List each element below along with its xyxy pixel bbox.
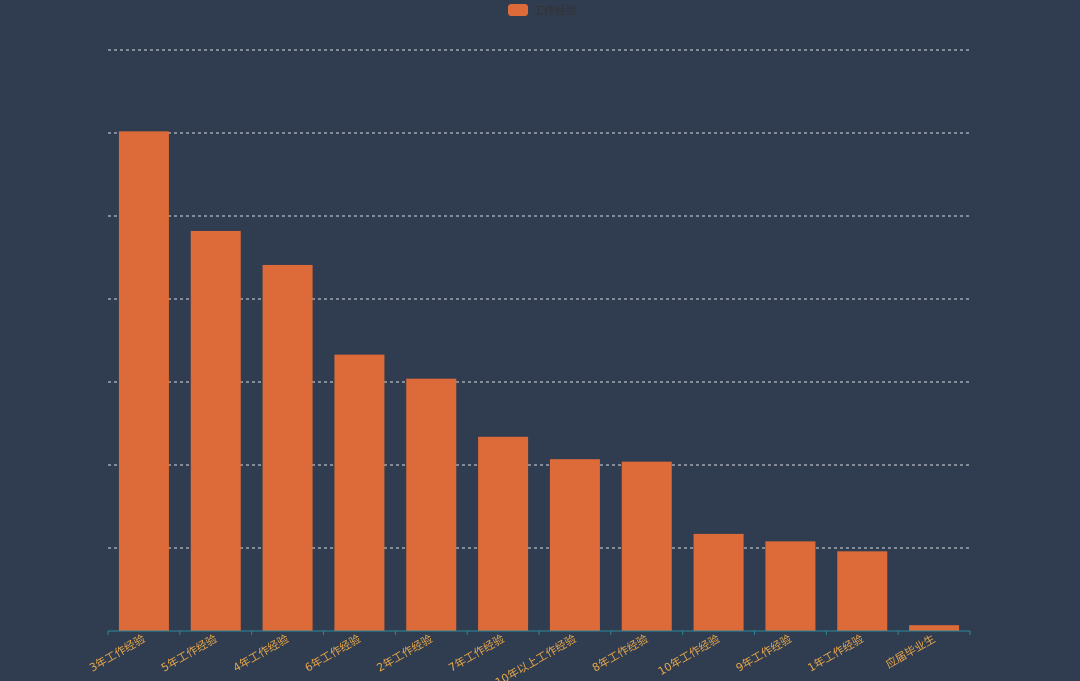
bar[interactable]: [549, 459, 600, 631]
bar[interactable]: [118, 131, 169, 631]
bar[interactable]: [334, 354, 385, 631]
bar[interactable]: [406, 378, 457, 631]
bar[interactable]: [765, 541, 816, 631]
bar[interactable]: [621, 461, 672, 631]
legend-swatch[interactable]: [508, 4, 528, 16]
bar[interactable]: [837, 551, 888, 631]
bar[interactable]: [478, 436, 529, 631]
bar[interactable]: [190, 230, 241, 631]
bar[interactable]: [262, 264, 313, 631]
bar[interactable]: [909, 625, 960, 631]
legend-label[interactable]: 工作经验: [533, 3, 577, 17]
bar[interactable]: [693, 533, 744, 631]
